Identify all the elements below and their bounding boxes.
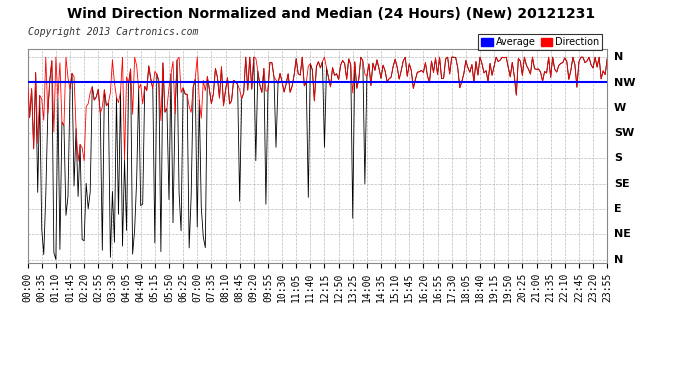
Text: S: S — [614, 153, 622, 164]
Legend: Average, Direction: Average, Direction — [478, 34, 602, 50]
Text: N: N — [614, 52, 623, 62]
Text: W: W — [614, 103, 627, 113]
Text: N: N — [614, 255, 623, 265]
Text: Copyright 2013 Cartronics.com: Copyright 2013 Cartronics.com — [28, 27, 198, 37]
Text: Wind Direction Normalized and Median (24 Hours) (New) 20121231: Wind Direction Normalized and Median (24… — [67, 8, 595, 21]
Text: SW: SW — [614, 128, 634, 138]
Text: NE: NE — [614, 230, 631, 239]
Text: NW: NW — [614, 78, 635, 87]
Text: E: E — [614, 204, 622, 214]
Text: SE: SE — [614, 179, 630, 189]
